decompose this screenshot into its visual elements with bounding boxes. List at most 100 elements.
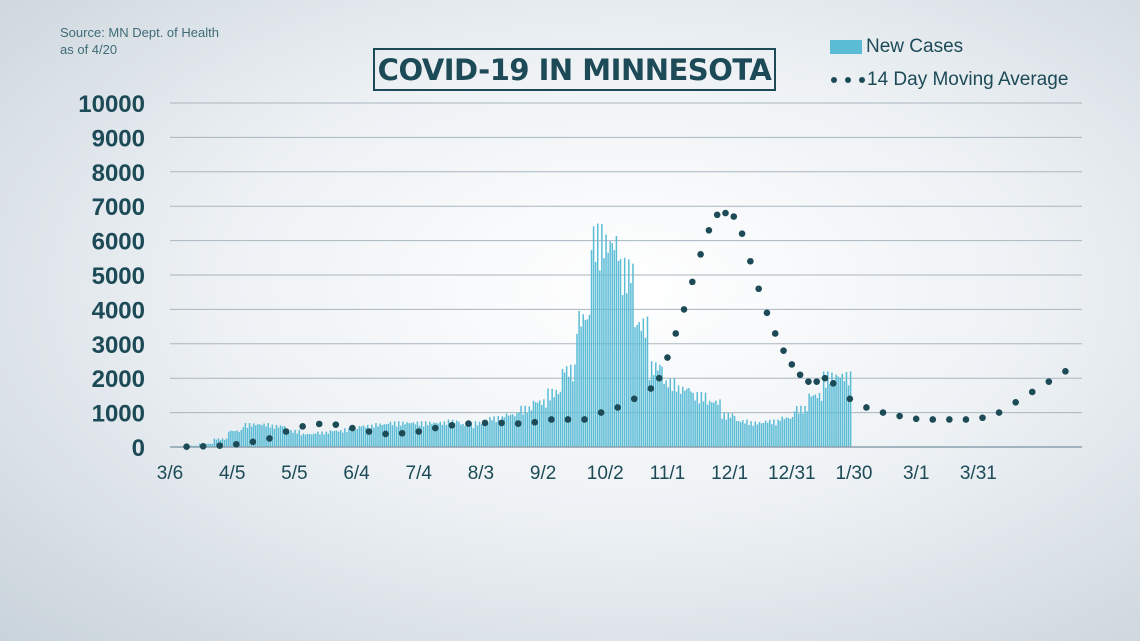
bar [234,431,236,447]
bar [271,424,274,447]
bar [377,426,379,447]
bar [646,316,649,447]
x-tick-label: 12/1 [711,463,748,484]
x-tick-label: 9/2 [530,463,556,484]
average-point [249,438,257,446]
bar [762,423,765,447]
legend-label-new-cases: New Cases [866,35,964,57]
bar [244,422,247,447]
bar [368,428,371,447]
bar [657,370,659,447]
bar [304,434,307,447]
bar [702,401,705,447]
bar [681,386,684,447]
average-point [332,421,340,428]
bar [406,422,408,447]
bar [777,419,779,447]
bar [329,430,332,447]
bar [354,430,356,447]
bar [456,420,458,447]
average-point [282,428,290,435]
bar [599,270,601,447]
bar [310,434,313,447]
average-point [199,443,207,450]
average-point [349,424,356,432]
bar [696,392,698,447]
average-point [962,416,970,423]
bar [306,433,309,447]
bar [294,429,296,447]
bar [427,425,429,447]
legend: New Cases 14 Day Moving Average [830,30,1068,96]
bar [433,422,435,447]
bar [248,423,251,447]
y-tick-label: 8000 [92,160,145,187]
bar [719,399,721,447]
bar [644,337,647,447]
bar [275,424,278,447]
average-point [780,347,787,354]
bar [824,387,827,447]
x-tick-label: 10/2 [587,463,624,484]
bar [485,422,487,447]
average-point [514,420,522,427]
bar [323,434,325,447]
bar [611,243,613,447]
bar [655,362,657,447]
bar [242,427,245,447]
average-point [1028,388,1036,396]
bar [735,420,738,447]
bar [398,421,400,447]
bar [209,443,211,447]
bar [211,443,213,447]
average-point [730,213,738,220]
bar [715,400,717,447]
bar [350,431,352,447]
bar [290,430,292,447]
average-point [896,412,903,420]
bar [692,393,694,447]
bar [615,236,618,447]
y-tick-label: 2000 [92,366,145,393]
bar [404,424,406,447]
bar [252,423,255,447]
average-point [398,429,406,437]
bar [783,419,786,447]
bar [816,397,819,447]
bar [315,433,317,447]
average-point [216,442,224,449]
bar [541,404,543,447]
bar [265,426,267,447]
y-tick-label: 10000 [78,91,145,118]
bar [677,385,680,447]
bar [561,368,564,447]
bar [752,425,754,447]
bar [478,421,481,447]
bar [648,379,651,447]
average-point [805,378,812,385]
bar [437,423,439,447]
average-point [1062,368,1069,375]
bar [327,433,330,447]
bar [820,400,823,447]
bar [812,395,815,447]
bar [594,262,597,447]
bar [445,424,448,447]
bar [756,424,759,447]
bar [675,391,678,447]
y-tick-label: 5000 [92,263,145,290]
bar [439,421,441,447]
bar [393,421,396,447]
bar [727,412,730,447]
bar [549,400,551,447]
average-point [821,374,829,382]
average-point [365,428,373,435]
y-tick-label: 1000 [92,401,145,428]
average-point [1012,398,1019,406]
bar [632,263,634,447]
bar [491,420,493,447]
bar [769,419,771,447]
bar [292,432,294,447]
bar [501,416,504,447]
bar [524,405,526,447]
